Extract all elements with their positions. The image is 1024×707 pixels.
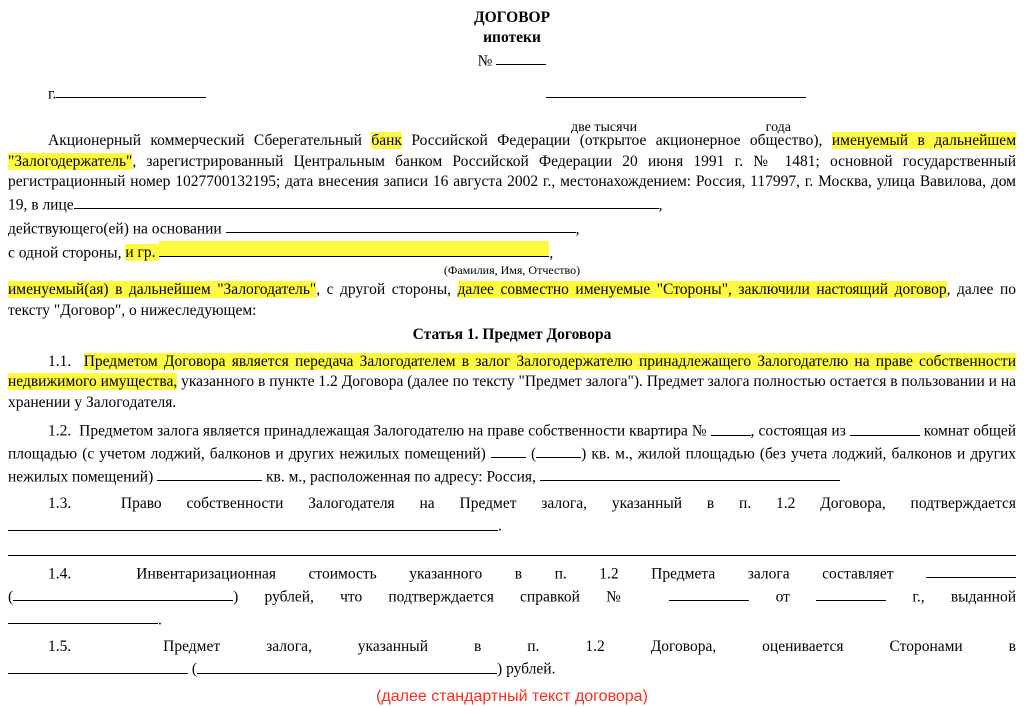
pre-s1b: банк	[371, 132, 402, 149]
p15-b: (	[188, 661, 197, 678]
p12-a: 1.2. Предметом залога является принадлеж…	[48, 423, 711, 440]
doc-title: ДОГОВОР	[8, 8, 1016, 28]
p2-a: именуемый(ая) в дальнейшем "Залогодатель…	[8, 281, 316, 298]
p13-a: 1.3. Право собственности Залогодателя на…	[48, 495, 1016, 512]
p15-bl1	[8, 657, 188, 674]
city-prefix: г.	[48, 85, 56, 102]
p13-blank1: .	[8, 514, 1016, 537]
p13-blank2	[8, 539, 1016, 556]
pre-s1a: Акционерный коммерческий Сберегательный	[48, 132, 371, 149]
p12-bl1	[711, 419, 751, 436]
p15-l2: ( ) рублей.	[8, 657, 1016, 680]
p12-f: кв. м., расположенная по адресу: Россия,	[262, 468, 540, 485]
p14-l2: () рублей, что подтверждается справкой №…	[8, 585, 1016, 608]
p2-c: далее совместно именуемые "Стороны", зак…	[458, 281, 947, 298]
p15-a: 1.5. Предмет залога, указанный в п. 1.2 …	[48, 638, 1016, 655]
num-label: №	[478, 52, 493, 69]
p11-a: 1.1.	[48, 353, 84, 370]
p15-c: ) рублей.	[497, 661, 555, 678]
date-blank	[546, 82, 806, 99]
doc-number-line: №	[8, 49, 1016, 72]
article1-title: Статья 1. Предмет Договора	[8, 325, 1016, 345]
p14-bl1	[926, 562, 1016, 579]
city-row: г.	[8, 82, 1016, 105]
party1-a: с одной стороны,	[8, 244, 125, 261]
p12-d: (	[526, 445, 536, 462]
party2-para: именуемый(ая) в дальнейшем "Залогодатель…	[8, 280, 1016, 321]
person-blank-1	[74, 193, 659, 210]
p2-b: , с другой стороны,	[316, 281, 457, 298]
date-labels-row: две тысячи года	[8, 105, 1016, 125]
p12-bl4	[536, 442, 581, 459]
gr-blank	[159, 241, 549, 258]
p14-l3: .	[8, 608, 1016, 631]
p15-bl2	[197, 657, 497, 674]
p14-c: ) рублей, что подтверждается справкой №	[233, 588, 669, 605]
p13: 1.3. Право собственности Залогодателя на…	[8, 494, 1016, 514]
p12-bl3	[491, 442, 526, 459]
city-blank	[56, 82, 206, 99]
p12: 1.2. Предметом залога является принадлеж…	[8, 419, 1016, 488]
p14-bl4	[816, 585, 886, 602]
p11: 1.1. Предметом Договора является передач…	[8, 352, 1016, 413]
date-right-label: года	[766, 119, 791, 137]
p14-d: от	[749, 588, 816, 605]
acting-line: действующего(ей) на основании ,	[8, 217, 1016, 240]
party1-b: и гр.	[125, 244, 159, 261]
p12-bl5	[157, 465, 262, 482]
p12-b: , состоящая из	[751, 423, 850, 440]
footer-note: (далее стандартный текст договора)	[8, 686, 1016, 707]
preamble-para: Акционерный коммерческий Сберегательный …	[8, 131, 1016, 215]
p14-bl3	[669, 585, 749, 602]
p12-bl2	[850, 419, 920, 436]
doc-subtitle: ипотеки	[8, 28, 1016, 48]
acting-label: действующего(ей) на основании	[8, 220, 226, 237]
p15-l1: 1.5. Предмет залога, указанный в п. 1.2 …	[8, 637, 1016, 657]
p14-a: 1.4. Инвентаризационная стоимость указан…	[48, 565, 926, 582]
p14-l1: 1.4. Инвентаризационная стоимость указан…	[8, 562, 1016, 585]
date-left-label: две тысячи	[571, 119, 637, 137]
num-blank	[496, 49, 546, 66]
acting-blank	[226, 217, 576, 234]
party1-line: с одной стороны, и гр. ,	[8, 241, 1016, 264]
p14-e: г., выданной	[886, 588, 1016, 605]
p12-bl6	[540, 465, 840, 482]
document-page: ДОГОВОР ипотеки № г. две тысячи года Акц…	[0, 0, 1024, 649]
fio-caption: (Фамилия, Имя, Отчество)	[8, 263, 1016, 279]
p14-bl2	[13, 585, 233, 602]
